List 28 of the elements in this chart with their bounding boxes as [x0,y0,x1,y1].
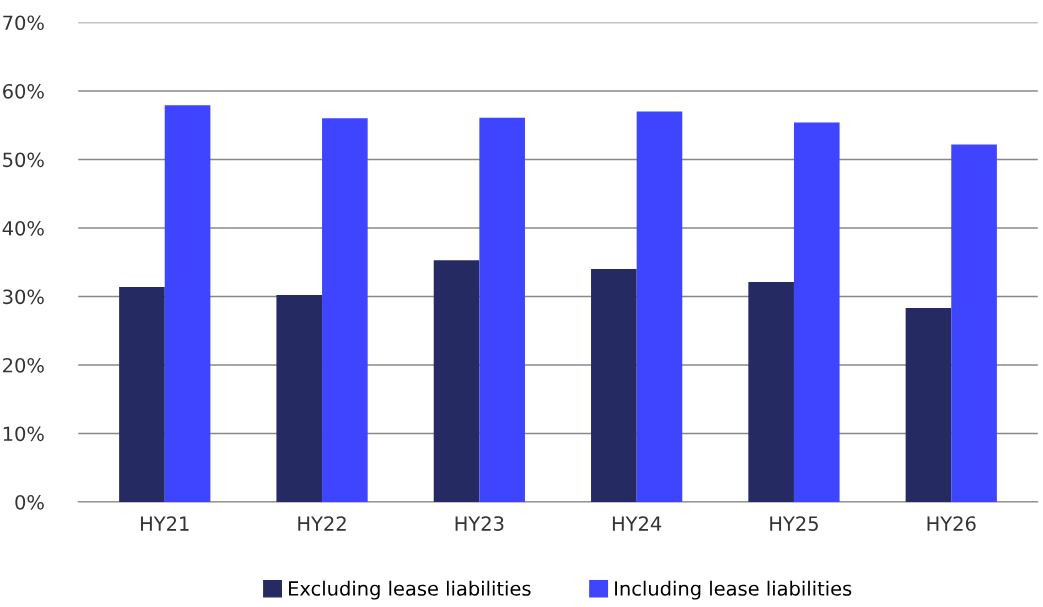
bar [905,308,952,502]
bar [433,260,480,502]
bar [591,269,637,502]
bar [793,122,840,502]
legend-label: Including lease liabilities [615,580,852,600]
y-tick-label: 60% [3,83,44,99]
bar [119,286,165,502]
y-tick-label: 30% [3,289,44,305]
x-tick-label: HY24 [612,516,662,531]
x-tick-label: HY23 [455,516,504,531]
bar [322,118,368,502]
legend-label: Excluding lease liabilities [289,580,531,600]
y-tick-label: 20% [3,357,44,373]
x-tick-label: HY21 [141,516,189,531]
bar [636,111,683,502]
y-tick-label: 0% [15,494,44,510]
y-tick-label: 50% [3,152,44,168]
y-tick-label: 70% [3,15,44,31]
x-tick-label: HY25 [770,516,818,531]
bar [276,295,323,502]
bar [164,105,211,502]
y-tick-label: 10% [3,426,44,442]
x-tick-label: HY26 [927,516,976,531]
y-tick-label: 40% [2,220,44,236]
bar [951,144,997,502]
bar [479,117,525,502]
bar [748,282,794,502]
x-tick-label: HY22 [298,516,346,531]
